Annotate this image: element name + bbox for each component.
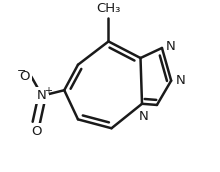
- Text: O: O: [19, 70, 30, 83]
- Text: CH₃: CH₃: [96, 2, 121, 15]
- Text: N: N: [139, 110, 148, 123]
- Text: N: N: [37, 89, 47, 102]
- Text: N: N: [175, 74, 185, 87]
- Text: O: O: [31, 125, 42, 138]
- Text: N: N: [166, 40, 176, 53]
- Text: −: −: [17, 66, 27, 76]
- Text: +: +: [44, 86, 53, 96]
